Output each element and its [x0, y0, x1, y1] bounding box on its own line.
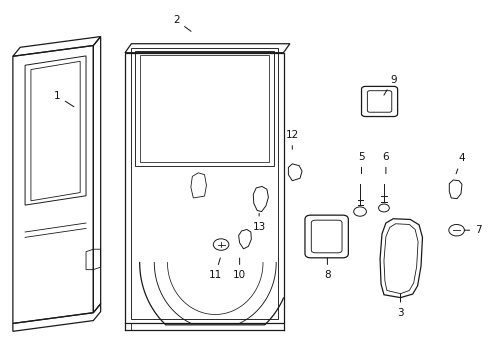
Text: 8: 8 — [324, 258, 330, 280]
Text: 1: 1 — [53, 91, 74, 107]
Text: 10: 10 — [233, 258, 245, 280]
Text: 7: 7 — [463, 225, 481, 235]
Text: 4: 4 — [455, 153, 464, 174]
Text: 12: 12 — [285, 130, 298, 149]
Text: 11: 11 — [208, 258, 222, 280]
Text: 5: 5 — [358, 152, 364, 174]
Text: 9: 9 — [383, 75, 396, 95]
Text: 6: 6 — [382, 152, 388, 174]
Text: 2: 2 — [173, 15, 191, 31]
Text: 3: 3 — [396, 294, 403, 318]
Text: 13: 13 — [252, 213, 265, 231]
